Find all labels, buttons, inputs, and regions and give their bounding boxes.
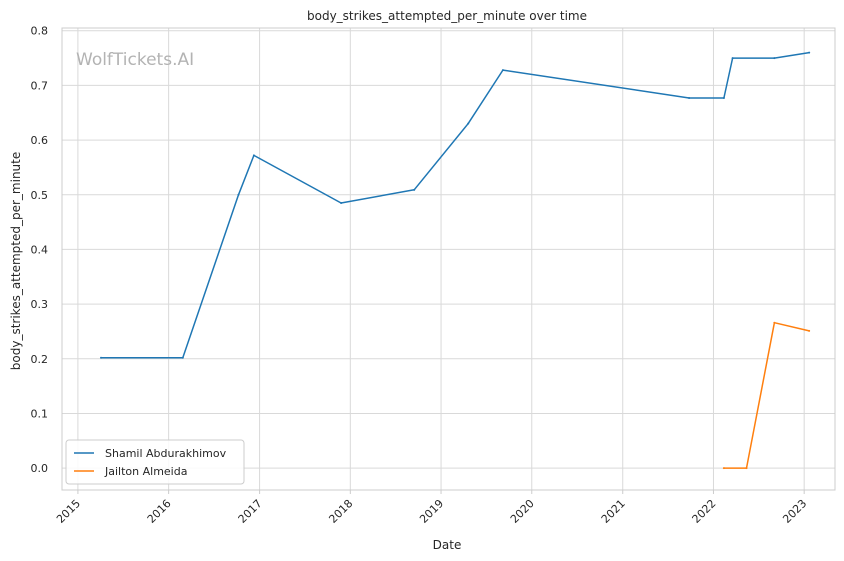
legend-label: Jailton Almeida <box>104 465 187 478</box>
data-point <box>340 201 343 204</box>
plot-frame <box>61 27 836 491</box>
y-tick-label: 0.1 <box>31 407 49 420</box>
data-point <box>252 154 255 157</box>
data-point <box>100 356 103 359</box>
data-point <box>773 57 776 60</box>
data-point <box>773 321 776 324</box>
data-point <box>722 96 725 99</box>
y-tick-label: 0.4 <box>31 243 49 256</box>
y-axis-label: body_strikes_attempted_per_minute <box>9 152 23 370</box>
legend-label: Shamil Abdurakhimov <box>105 447 227 460</box>
data-point <box>688 96 691 99</box>
data-point <box>808 51 811 54</box>
series-line-2 <box>723 321 810 469</box>
legend: Shamil Abdurakhimov Jailton Almeida <box>65 439 245 485</box>
x-axis-label: Date <box>433 538 462 552</box>
data-point <box>467 122 470 125</box>
grid-lines <box>62 28 835 490</box>
watermark: WolfTickets.AI <box>76 50 194 70</box>
y-tick-label: 0.8 <box>31 25 49 38</box>
y-tick-label: 0.6 <box>31 134 49 147</box>
y-tick-label: 0.2 <box>31 353 49 366</box>
y-tick-label: 0.3 <box>31 298 49 311</box>
data-point <box>181 356 184 359</box>
data-point <box>501 69 504 72</box>
data-point <box>413 188 416 191</box>
chart-title: body_strikes_attempted_per_minute over t… <box>307 9 587 23</box>
data-point <box>722 467 725 470</box>
data-point <box>731 57 734 60</box>
data-point <box>808 329 811 332</box>
y-tick-label: 0.0 <box>31 462 49 475</box>
y-tick-label: 0.5 <box>31 189 49 202</box>
data-point <box>745 467 748 470</box>
y-tick-label: 0.7 <box>31 79 49 92</box>
y-axis-ticks: 0.0 0.1 0.2 0.3 0.4 0.5 0.6 0.7 0.8 <box>31 25 49 475</box>
series-layer <box>100 51 811 470</box>
legend-box <box>65 439 245 485</box>
data-point <box>237 193 240 196</box>
